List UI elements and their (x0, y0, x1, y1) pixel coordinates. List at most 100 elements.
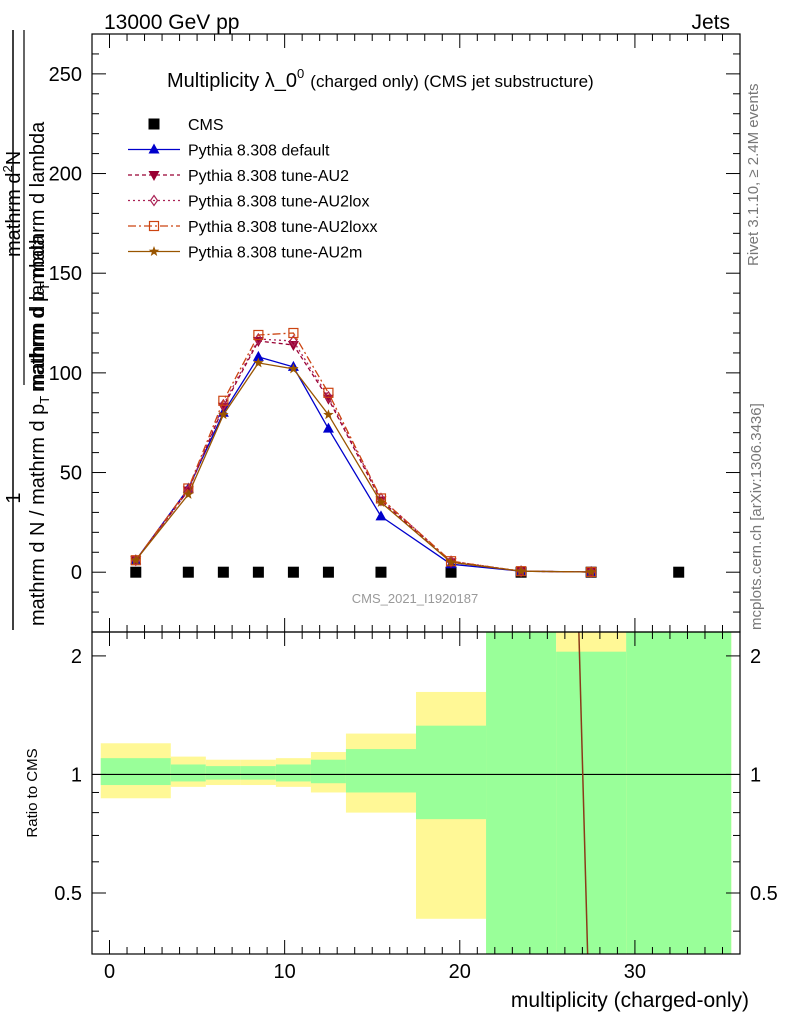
ratio-tick-label-left-1: 1 (71, 764, 82, 786)
legend-marker-1 (148, 143, 160, 154)
mcplots-label: mcplots.cern.ch [arXiv:1306.3436] (748, 403, 765, 630)
series-5-point-6 (375, 496, 387, 507)
legend-item-3: Pythia 8.308 tune-AU2lox (128, 194, 369, 211)
ratio-tick-label-left-2: 2 (71, 646, 82, 668)
ratio-band-green-10 (626, 632, 732, 954)
y-tick-label-100: 100 (49, 363, 82, 385)
series-0-point-3 (252, 566, 264, 578)
ylabel-bottom-tail: mathrm d lambda (27, 121, 49, 283)
legend-label-3: Pythia 8.308 tune-AU2lox (188, 194, 369, 211)
y-tick-label-50: 50 (60, 463, 82, 485)
legend-item-1: Pythia 8.308 default (128, 143, 330, 160)
y-tick-label-150: 150 (49, 263, 82, 285)
series-4-point-4 (288, 327, 299, 339)
y-tick-label-200: 200 (49, 164, 82, 186)
ratio-band-green-1 (170, 764, 206, 782)
series-5-point-3 (253, 357, 264, 368)
ratio-band-green-8 (486, 632, 557, 954)
x-tick-label-0: 0 (104, 961, 115, 983)
series-3-point-5 (324, 390, 333, 403)
series-4-point-3 (253, 329, 264, 341)
ratio-lines (92, 631, 740, 955)
legend: CMS Pythia 8.308 default Pythia 8.308 tune… (128, 117, 377, 262)
series-0-point-10 (673, 566, 685, 578)
ylabel-bottom-main: mathrm d p (27, 291, 49, 392)
ratio-frame (91, 631, 741, 955)
chart-title: Multiplicity λ_00 (charged only) (CMS jet… (167, 66, 594, 92)
series-1-point-5 (322, 422, 334, 433)
series-5-point-2 (218, 409, 229, 420)
series-4-point-5 (323, 387, 334, 398)
watermark: CMS_2021_I1920187 (352, 591, 479, 606)
ylabel-top-main: mathrm d (3, 173, 25, 257)
legend-label-2: Pythia 8.308 tune-AU2 (188, 168, 349, 185)
ratio-band-green-9 (556, 651, 627, 954)
series-line-1 (135, 356, 592, 573)
series-4-point-2 (218, 395, 229, 406)
series-0-point-6 (375, 566, 387, 578)
ratio-tick-label-right-2: 2 (750, 646, 761, 668)
legend-item-2: Pythia 8.308 tune-AU2 (128, 168, 349, 185)
header-left: 13000 GeV pp (104, 11, 239, 34)
series-4 (130, 327, 597, 578)
ratio-band-green-0 (100, 758, 171, 786)
ylabel-top: mathrm d2N (0, 151, 25, 257)
legend-label-0: CMS (188, 117, 224, 134)
legend-marker-0 (148, 118, 160, 130)
ylabel-den-main: mathrm d N / mathrm d p (27, 404, 49, 626)
ylabel-bottom-sub: T (37, 283, 52, 291)
series-0-point-1 (182, 566, 194, 578)
chart-title-sup: 0 (297, 66, 304, 81)
main-series (130, 327, 685, 579)
series-line-2 (135, 340, 592, 573)
ylabel-den-sub: T (37, 396, 52, 404)
ylabel-bottom: mathrm d pT mathrm d lambda (27, 121, 52, 392)
series-4-point-7 (445, 556, 457, 567)
series-0 (130, 566, 685, 578)
series-5-point-7 (445, 556, 457, 567)
ylabel-den-tail: mathrm d lambda (27, 234, 49, 396)
series-1-point-3 (252, 350, 264, 361)
ratio-band-green-6 (345, 749, 416, 793)
series-0-point-7 (445, 566, 457, 578)
series-3-point-3 (254, 332, 263, 346)
y-tick-label-0: 0 (71, 562, 82, 584)
axis-ticks (91, 33, 741, 954)
series-line-5 (135, 362, 592, 573)
legend-label-4: Pythia 8.308 tune-AU2loxx (188, 219, 377, 236)
legend-item-0: CMS (148, 117, 224, 134)
legend-marker-3 (149, 194, 159, 207)
ratio-ylabel: Ratio to CMS (24, 748, 41, 837)
series-5 (130, 357, 597, 577)
ratio-series-line (578, 631, 589, 955)
series-5-point-9 (585, 566, 597, 577)
legend-label-1: Pythia 8.308 default (188, 143, 330, 160)
series-3-point-4 (289, 334, 298, 348)
ratio-band-green-4 (275, 764, 311, 782)
ylabel-numerator: 1 (3, 492, 25, 503)
x-tick-label-20: 20 (449, 961, 471, 983)
ratio-tick-label-left-0.5: 0.5 (54, 883, 82, 905)
legend-marker-2 (148, 171, 160, 181)
ylabel-top-tail: N (3, 151, 25, 165)
ratio-tick-label-right-1: 1 (750, 764, 761, 786)
ratio-band-green-7 (416, 725, 487, 820)
ratio-tick-label-right-0.5: 0.5 (750, 883, 778, 905)
series-0-point-5 (322, 566, 334, 578)
series-5-point-4 (288, 363, 299, 374)
ratio-band-green-5 (310, 759, 346, 784)
series-1-point-6 (375, 510, 387, 521)
ratio-band-green-3 (240, 766, 276, 780)
series-5-point-5 (323, 409, 334, 420)
chart-title-suffix: (charged only) (CMS jet substructure) (310, 72, 593, 91)
ylabel-denominator: mathrm d N / mathrm d pT mathrm d lambda (27, 234, 52, 626)
series-0-point-0 (130, 566, 142, 578)
x-tick-label-10: 10 (274, 961, 296, 983)
ratio-band-green-2 (205, 766, 241, 780)
main-ylabel: 1 mathrm d N / mathrm d pT mathrm d lamb… (0, 30, 52, 630)
series-5-point-0 (130, 554, 142, 565)
series-5-point-1 (183, 488, 194, 499)
y-tick-label-250: 250 (49, 64, 82, 86)
x-tick-label-30: 30 (624, 961, 646, 983)
